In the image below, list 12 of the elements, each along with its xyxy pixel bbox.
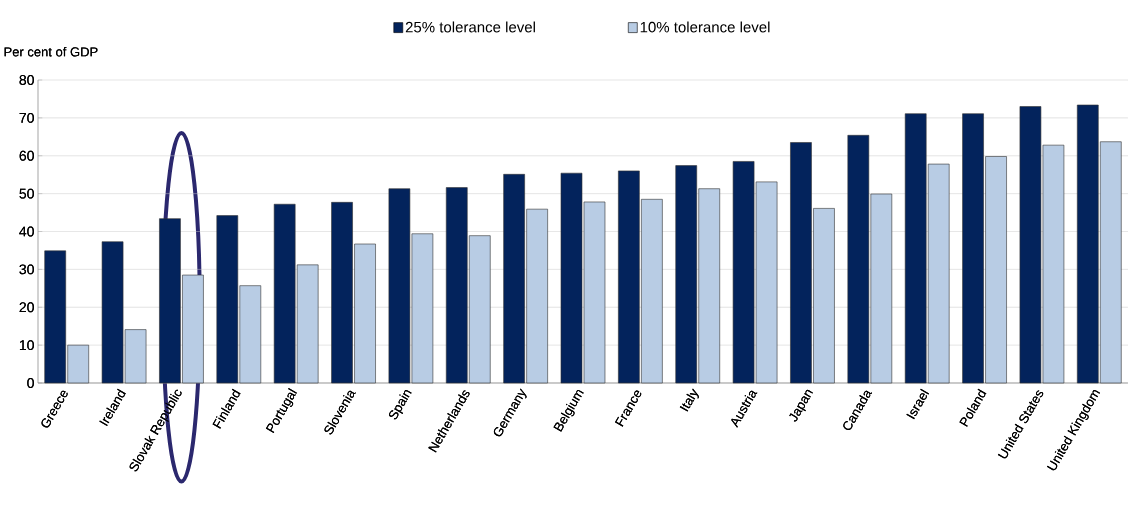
y-tick-label: 60 <box>19 150 34 161</box>
legend-label: 10% tolerance level <box>640 21 770 33</box>
y-tick-label: 40 <box>19 226 34 237</box>
y-tick-label: 20 <box>19 302 34 313</box>
legend-label: 25% tolerance level <box>405 21 535 33</box>
y-tick-label: 70 <box>19 112 34 123</box>
y-tick-label: 10 <box>19 340 34 351</box>
y-tick-label: 50 <box>19 188 34 199</box>
y-tick-label: 0 <box>27 378 34 388</box>
y-axis-title: Per cent of GDP <box>4 46 98 57</box>
y-tick-label: 80 <box>19 75 34 85</box>
y-tick-label: 30 <box>19 264 34 275</box>
